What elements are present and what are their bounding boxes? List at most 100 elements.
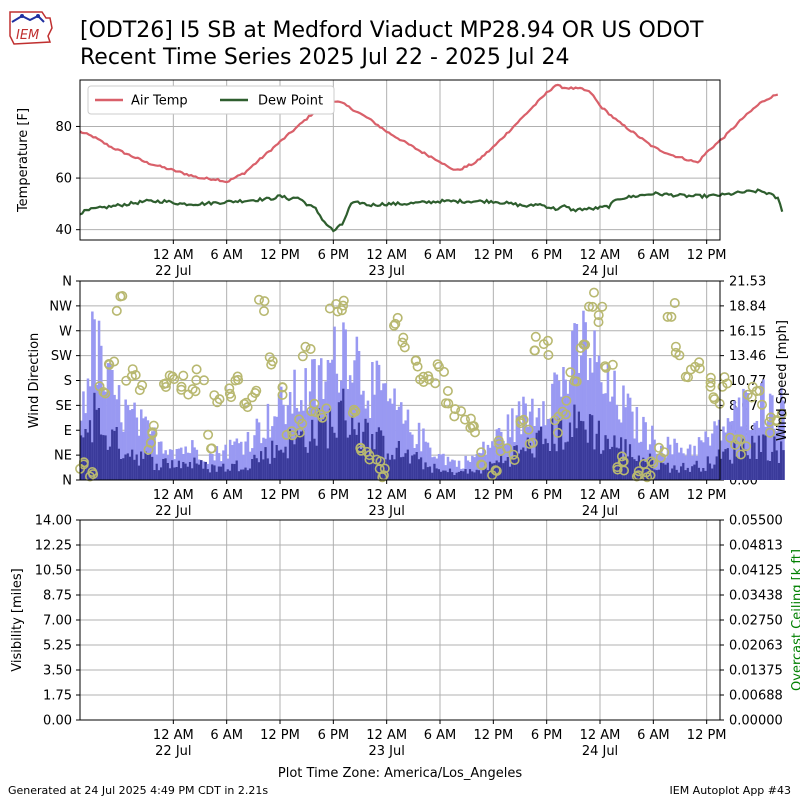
wind-speed-bar [693,464,696,480]
wind-speed-bar [677,472,681,480]
wind-speed-bar [248,468,252,480]
wind-speed-bar [128,456,132,480]
wind-speed-bar [260,451,263,480]
wind-direction-marker [709,394,720,405]
wind-speed-bar [220,466,223,480]
wind-speed-bar [266,458,270,480]
wind-speed-bar [466,473,470,480]
wind-speed-bar [435,468,439,480]
wind-speed-bar [675,469,679,480]
wind-direction-marker [338,300,349,311]
wind-gust-bar [106,363,110,480]
wind-direction-marker [224,388,235,399]
wind-gust-bar [406,409,410,480]
wind-speed-bar [348,434,352,480]
ceiling-tick-label: 0.05500 [729,514,783,529]
wind-gust-bar [371,362,374,480]
wind-speed-bar [91,442,94,480]
wind-speed-bar [402,456,405,480]
wind-speed-bar [571,437,574,480]
wind-direction-marker [646,456,657,467]
wind-gust-bar [711,433,714,480]
wind-speed-bar [124,454,127,480]
wind-speed-bar [240,469,243,480]
wind-gust-bar [282,404,285,480]
wind-speed-bar [742,438,745,480]
wind-gust-bar [644,422,647,480]
wind-direction-marker [442,385,453,396]
wind-gust-bar [613,370,616,480]
wind-speed-bar [777,463,781,480]
wind-speed-bar [760,452,763,480]
wind-gust-bar [377,364,381,480]
wind-gust-bar [675,442,679,480]
wind-speed-bar [464,469,467,480]
wind-speed-bar [413,454,416,480]
wind-speed-bar [411,455,414,480]
legend-label-dew-point: Dew Point [258,94,323,109]
wind-gust-bar [175,449,179,480]
wind-speed-bar [188,462,192,480]
temp-day-label: 23 Jul [368,264,404,279]
wind-speed-bar [544,438,547,480]
wind-gust-bar [111,370,114,480]
wind-gust-bar [602,393,605,480]
wind-speed-bar [306,452,310,480]
wind-speed-bar [757,435,761,480]
vis-xtick-label: 12 PM [687,728,727,743]
wind-speed-bar [108,446,112,480]
wind-speed-bar [186,466,190,480]
chart-title: [ODT26] I5 SB at Medford Viaduct MP28.94… [80,18,704,43]
wind-speed-bar [591,415,594,480]
wind-speed-bar [322,419,325,480]
wind-gust-bar [782,400,785,480]
wind-direction-marker [523,424,534,435]
wind-gust-bar [611,396,614,480]
wind-gust-bar [517,401,521,480]
wind-speed-bar [471,471,474,480]
wind-direction-marker [440,398,451,409]
wind-direction-marker [705,377,716,388]
wind-gust-bar [466,460,470,480]
wind-speed-bar [780,441,783,480]
wind-gust-bar [277,394,281,480]
wind-direction-marker [476,447,487,458]
wind-direction-marker [438,366,449,377]
temp-xtick-label: 6 AM [210,248,243,263]
wind-speed-bar [308,441,312,480]
wind-speed-bar [720,458,723,480]
wind-speed-bar [422,469,425,480]
wind-speed-bar [682,462,685,480]
wind-speed-bar [206,469,210,480]
wind-gust-bar [497,428,501,480]
wind-gust-bar [308,391,312,480]
wind-gust-bar [135,417,139,480]
wind-speed-bar [700,471,703,480]
wind-speed-bar [304,447,307,480]
wind-speed-bar [531,453,534,480]
temp-xtick-label: 12 AM [580,248,621,263]
vis-xtick-label: 6 AM [637,728,670,743]
wind-speed-bar [773,436,776,480]
wind-direction-marker [160,381,171,392]
wind-xtick-label: 6 AM [424,488,457,503]
wind-speed-bar [133,459,136,480]
wind-speed-bar [584,429,587,480]
wind-speed-bar [768,461,772,480]
wind-gust-bar [777,424,781,480]
wind-speed-bar [671,468,674,480]
wind-xtick-label: 6 AM [210,488,243,503]
wind-direction-marker [130,369,141,380]
wind-speed-bar [180,468,183,480]
wind-direction-marker [247,392,258,403]
wind-speed-bar [453,475,456,480]
wind-gust-bar [122,431,125,480]
vis-day-label: 24 Jul [582,744,618,759]
wind-speed-bar [446,472,450,480]
wind-panel: 12 AM 6 AM 12 PM 6 PM 12 AM 6 AM 12 PM 6 PM 12 A… [27,275,790,520]
wind-gust-bar [311,359,314,480]
wind-gust-bar [702,442,705,480]
wind-direction-marker [258,306,269,317]
wind-speed-bar [204,461,207,480]
wind-speed-bar [628,444,632,480]
